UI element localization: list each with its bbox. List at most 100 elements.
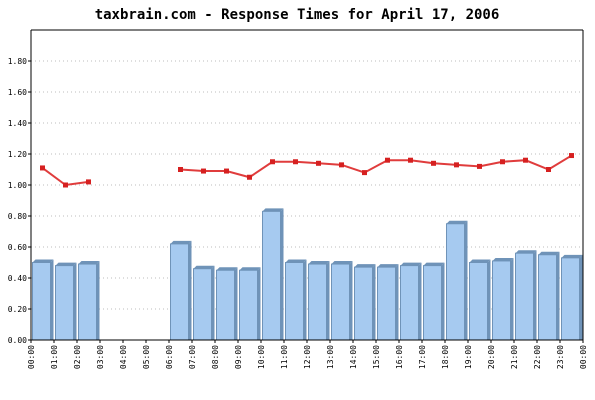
bar-17:00 xyxy=(423,265,442,341)
x-tick-label: 13:00 xyxy=(326,345,335,369)
x-tick-label: 21:00 xyxy=(510,345,519,369)
line-point-10:00 xyxy=(270,159,275,165)
bar-00:00 xyxy=(32,262,51,341)
x-tick-label: 10:00 xyxy=(257,345,266,369)
x-tick-label: 00:00 xyxy=(27,345,36,369)
bar-08:00 xyxy=(216,269,235,341)
bar-side xyxy=(556,251,560,340)
x-tick-label: 12:00 xyxy=(303,345,312,369)
x-tick-label: 07:00 xyxy=(188,345,197,369)
bar-top xyxy=(308,261,330,265)
line-point-01:00 xyxy=(63,182,68,188)
y-tick-label: 1.20 xyxy=(8,150,27,159)
bar-top xyxy=(446,220,468,224)
line-point-19:00 xyxy=(477,163,482,169)
bar-top xyxy=(262,208,284,212)
bar-11:00 xyxy=(285,262,304,341)
line-point-14:00 xyxy=(362,170,367,176)
bar-top xyxy=(216,267,238,271)
x-tick-label: 09:00 xyxy=(234,345,243,369)
line-point-11:00 xyxy=(293,159,298,165)
bar-top xyxy=(193,265,215,269)
x-tick-label: 14:00 xyxy=(349,345,358,369)
bar-side xyxy=(349,261,353,340)
bar-side xyxy=(188,240,192,340)
bar-series xyxy=(32,208,583,341)
bar-22:00 xyxy=(538,254,557,341)
line-point-23:00 xyxy=(569,153,574,159)
x-tick-label: 11:00 xyxy=(280,345,289,369)
bar-top xyxy=(377,264,399,268)
x-tick-label: 19:00 xyxy=(464,345,473,369)
y-tick-label: 0.20 xyxy=(8,305,27,314)
bar-16:00 xyxy=(400,265,419,341)
bar-top xyxy=(78,261,100,265)
y-tick-label: 0.80 xyxy=(8,212,27,221)
bar-side xyxy=(303,259,307,340)
line-point-13:00 xyxy=(339,162,344,168)
x-tick-label: 18:00 xyxy=(441,345,450,369)
chart-title: taxbrain.com - Response Times for April … xyxy=(95,7,500,23)
bar-side xyxy=(280,208,284,340)
bar-side xyxy=(234,267,238,340)
bar-top xyxy=(423,262,445,266)
line-point-22:00 xyxy=(546,167,551,172)
line-point-07:00 xyxy=(201,168,206,174)
bar-top xyxy=(561,254,583,258)
bar-side xyxy=(372,264,376,340)
line-point-09:00 xyxy=(247,174,252,180)
bar-top xyxy=(55,262,77,266)
bar-side xyxy=(326,261,330,340)
y-tick-label: 1.80 xyxy=(8,57,27,66)
bar-top xyxy=(285,259,307,263)
bar-13:00 xyxy=(331,263,350,341)
y-tick-label: 1.40 xyxy=(8,119,27,128)
bar-top xyxy=(400,262,422,266)
x-tick-label: 16:00 xyxy=(395,345,404,369)
line-point-02:00 xyxy=(86,179,91,185)
bar-21:00 xyxy=(515,252,534,341)
bar-23:00 xyxy=(561,257,580,341)
bar-top xyxy=(239,267,261,271)
x-tick-label: 03:00 xyxy=(96,345,105,369)
bar-side xyxy=(487,259,491,340)
bar-18:00 xyxy=(446,223,465,341)
x-tick-label: 20:00 xyxy=(487,345,496,369)
bar-20:00 xyxy=(492,260,511,341)
bar-01:00 xyxy=(55,265,74,341)
bar-15:00 xyxy=(377,266,396,341)
x-tick-label: 01:00 xyxy=(50,345,59,369)
bar-top xyxy=(170,240,192,244)
bar-19:00 xyxy=(469,262,488,341)
bar-top xyxy=(538,251,560,255)
bar-side xyxy=(464,220,468,340)
bar-side xyxy=(579,254,583,340)
y-tick-label: 0.60 xyxy=(8,243,27,252)
bar-07:00 xyxy=(193,268,212,341)
x-tick-label: 02:00 xyxy=(73,345,82,369)
y-tick-label: 0.00 xyxy=(8,336,27,345)
line-series xyxy=(40,153,574,188)
x-tick-label: 17:00 xyxy=(418,345,427,369)
x-tick-label: 15:00 xyxy=(372,345,381,369)
line-point-12:00 xyxy=(316,160,321,166)
bar-side xyxy=(73,262,77,340)
bar-top xyxy=(354,264,376,268)
x-tick-label: 00:00 xyxy=(579,345,588,369)
x-axis-ticks: 00:00 01:00 02:00 03:00 04:00 05:00 06:00 07:00… xyxy=(27,340,588,369)
bar-side xyxy=(50,259,54,340)
x-tick-label: 06:00 xyxy=(165,345,174,369)
bar-side xyxy=(441,262,445,340)
response-line xyxy=(180,154,573,179)
line-point-06:00 xyxy=(178,167,183,172)
bar-top xyxy=(331,261,353,265)
bar-09:00 xyxy=(239,269,258,341)
x-tick-label: 04:00 xyxy=(119,345,128,369)
line-point-15:00 xyxy=(385,157,390,163)
y-tick-label: 0.40 xyxy=(8,274,27,283)
line-point-20:00 xyxy=(500,159,505,165)
line-point-08:00 xyxy=(224,168,229,174)
bar-02:00 xyxy=(78,263,97,341)
line-point-00:00 xyxy=(40,165,45,171)
